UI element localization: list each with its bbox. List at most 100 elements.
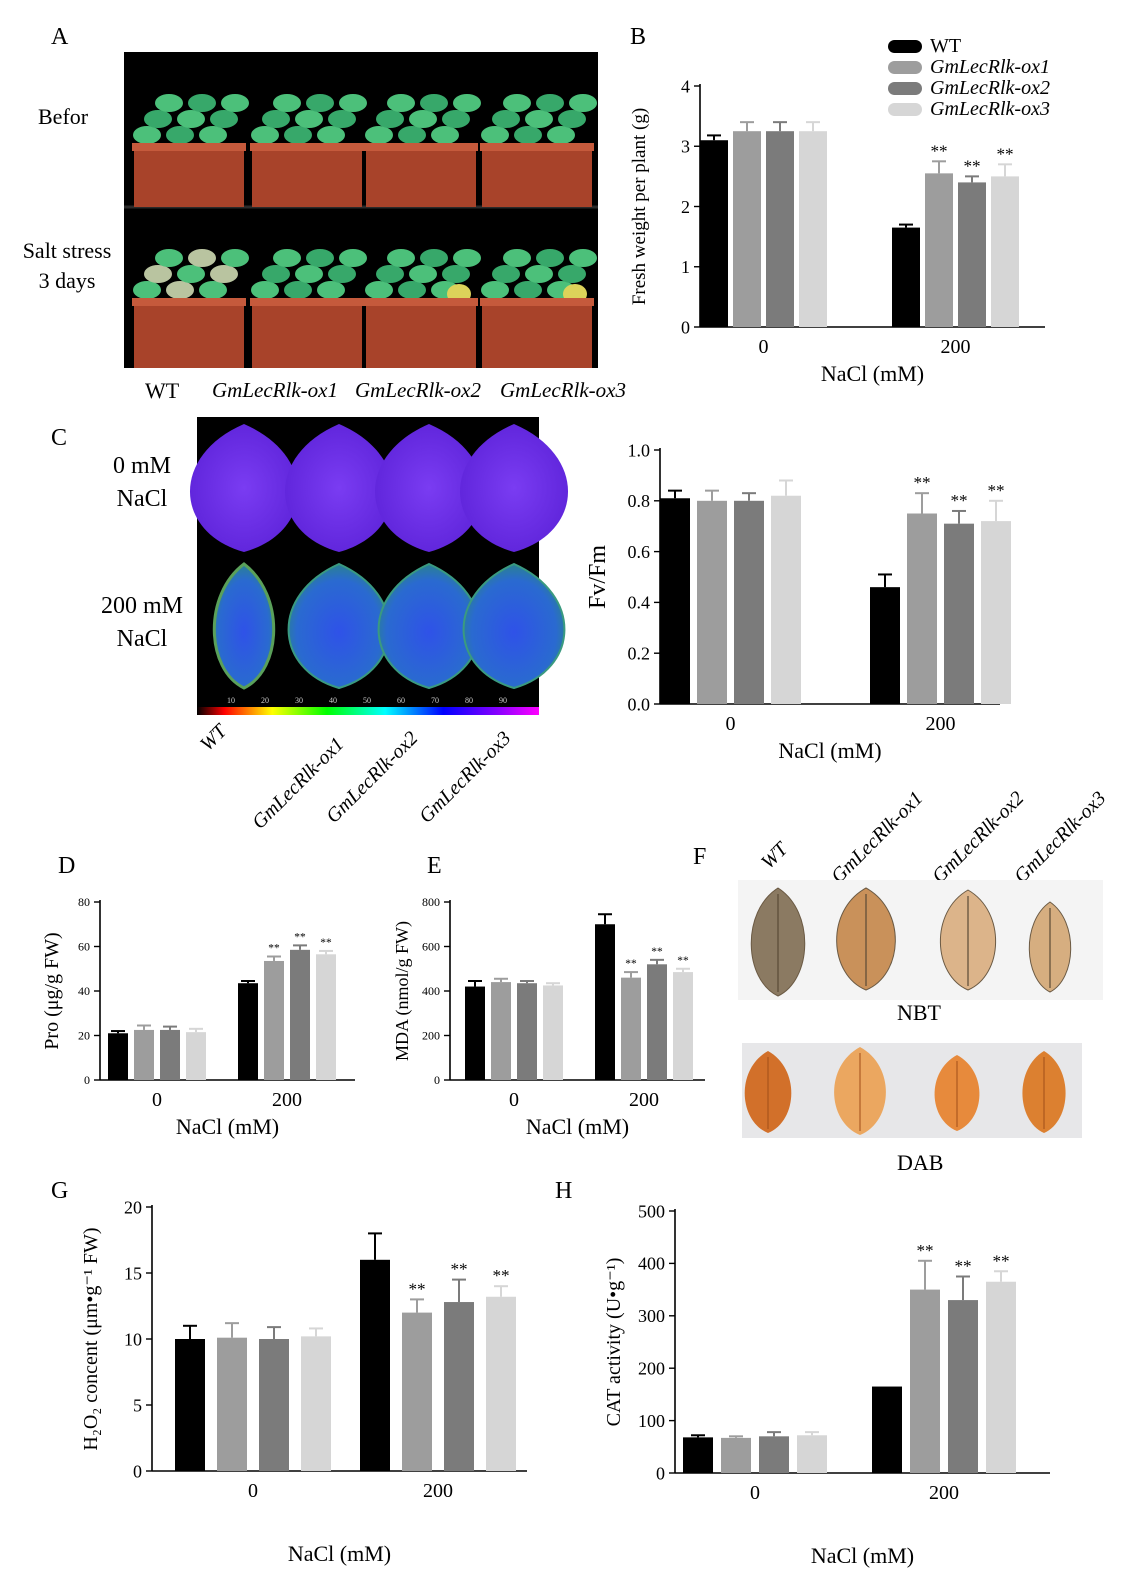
leaf-shape (409, 110, 437, 128)
bar (697, 500, 727, 704)
row-label-0mm: 0 mM NaCl (112, 453, 171, 512)
x-tick-label: 0 (509, 1089, 519, 1111)
leaf-shape (442, 110, 470, 128)
legend-label: GmLecRlk-ox2 (930, 77, 1050, 99)
bar (543, 985, 563, 1080)
pot (134, 147, 244, 207)
leaf-shape (387, 249, 415, 267)
leaf-shape (481, 281, 509, 299)
leaf-shape (166, 281, 194, 299)
leaf-shape (199, 281, 227, 299)
bar (444, 1302, 474, 1471)
bar (673, 972, 693, 1080)
legend-label: GmLecRlk-ox1 (930, 56, 1050, 78)
y-axis-label: H₂O₂ concent (μm•g⁻¹ FW) (80, 1227, 102, 1450)
row-label-200mm: 200 mM NaCl (100, 593, 183, 652)
leaf-shape (221, 249, 249, 267)
pot (366, 302, 476, 368)
bar (986, 1281, 1016, 1473)
leaf-shape (420, 94, 448, 112)
x-axis-label: NaCl (mM) (288, 1541, 391, 1566)
y-tick-label: 0 (133, 1461, 142, 1481)
bar (517, 983, 537, 1080)
bar (734, 500, 764, 704)
leaf-shape (306, 249, 334, 267)
leaf-shape (188, 94, 216, 112)
pot-rim (364, 143, 478, 151)
bar (486, 1296, 516, 1471)
panel-letter: D (58, 853, 75, 879)
y-axis-label: Fresh weight per plant (g) (629, 108, 650, 305)
bar (683, 1437, 713, 1473)
leaf-shape (155, 94, 183, 112)
leaf-shape (339, 94, 367, 112)
y-tick-label: 40 (78, 984, 90, 998)
y-tick-label: 80 (78, 895, 90, 909)
genotype-label-ox2: GmLecRlk-ox2 (355, 378, 481, 402)
leaf-shape (177, 265, 205, 283)
leaf-shape (133, 281, 161, 299)
bar (771, 495, 801, 704)
legend-item: WT (888, 35, 1050, 57)
legend-swatch-wt (888, 40, 922, 53)
bar (621, 977, 641, 1080)
pot (252, 302, 362, 368)
y-tick-label: 400 (422, 984, 440, 998)
y-tick-label: 0 (681, 317, 690, 337)
significance-marker: ** (625, 958, 637, 970)
y-tick-label: 0.8 (628, 491, 651, 511)
y-tick-label: 800 (422, 895, 440, 909)
bar (360, 1259, 390, 1471)
legend-label: GmLecRlk-ox3 (930, 98, 1050, 120)
significance-marker: ** (992, 1251, 1009, 1270)
leaf-shape (420, 249, 448, 267)
bar (944, 523, 974, 704)
bar (733, 131, 761, 327)
bar (175, 1339, 205, 1471)
leaf-shape (317, 281, 345, 299)
significance-marker: ** (987, 481, 1004, 500)
bar (647, 964, 667, 1080)
bar (766, 131, 794, 327)
leaf-shape (558, 265, 586, 283)
fluorescence-leaf-control (284, 424, 394, 552)
row-label-before: Befor (38, 104, 89, 129)
bar (910, 1289, 940, 1473)
significance-marker: ** (651, 946, 663, 958)
bar (721, 1437, 751, 1473)
x-tick-label: 0 (152, 1089, 162, 1111)
leaf-shape (547, 126, 575, 144)
x-tick-label: 0 (750, 1482, 760, 1504)
pot-rim (250, 143, 364, 151)
legend-swatch-ox2 (888, 82, 922, 95)
scale-tick-label: 80 (465, 696, 473, 705)
leaf-shape (251, 126, 279, 144)
legend-swatch-ox1 (888, 61, 922, 74)
fluorescence-leaf-salt (287, 562, 391, 690)
fluorescence-leaf-salt (462, 562, 566, 690)
bar (907, 513, 937, 704)
leaf-shape (273, 94, 301, 112)
leaf-shape (262, 110, 290, 128)
scale-tick-label: 70 (431, 696, 439, 705)
leaf-shape (525, 265, 553, 283)
bar (892, 227, 920, 327)
y-tick-label: 0 (84, 1073, 90, 1087)
pot (252, 147, 362, 207)
leaf-shape (155, 249, 183, 267)
significance-marker: ** (268, 943, 280, 955)
y-axis-label: MDA (nmol/g FW) (392, 921, 413, 1061)
bar (491, 982, 511, 1080)
bar (238, 983, 258, 1080)
legend-item: GmLecRlk-ox1 (888, 56, 1050, 78)
legend: WT GmLecRlk-ox1 GmLecRlk-ox2 GmLecRlk-ox… (888, 35, 1050, 120)
bar (465, 986, 485, 1080)
legend-item: GmLecRlk-ox2 (888, 77, 1050, 99)
bar (948, 1300, 978, 1473)
x-axis-label: NaCl (mM) (821, 361, 924, 386)
y-tick-label: 1.0 (628, 440, 651, 460)
